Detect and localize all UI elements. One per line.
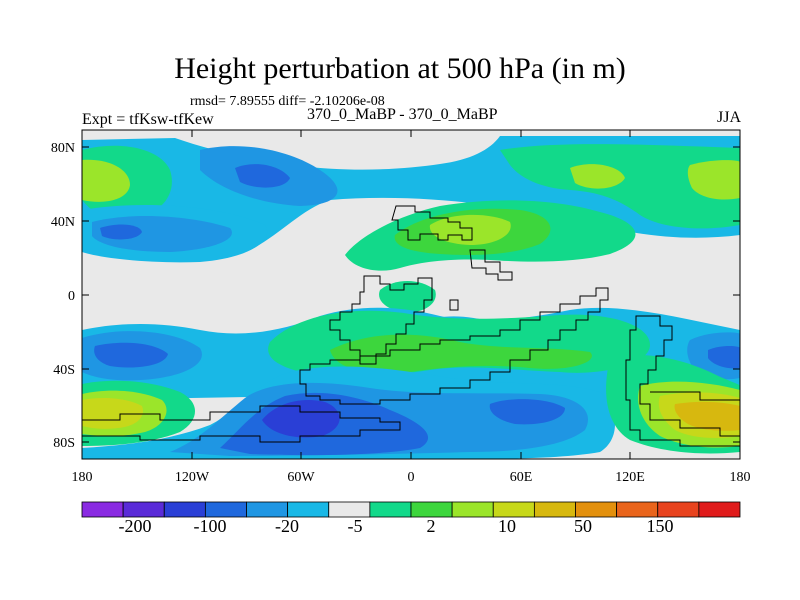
contour-north-yellow-east bbox=[687, 160, 740, 200]
lat-label: 80S bbox=[53, 436, 75, 451]
outline-north-coast bbox=[469, 249, 513, 281]
stats-text: rmsd= 7.89555 diff= -2.10206e-08 bbox=[190, 94, 385, 109]
colorbar-segment bbox=[163, 501, 206, 518]
colorbar-segment bbox=[369, 501, 412, 518]
contour-equatorial-green bbox=[379, 281, 436, 313]
map-title: Height perturbation at 500 hPa (in m) bbox=[174, 52, 626, 85]
colorbar-segment bbox=[246, 501, 289, 518]
lon-label: 120W bbox=[175, 470, 210, 485]
outline-south-polar-west bbox=[82, 405, 401, 443]
colorbar-label: -200 bbox=[119, 516, 152, 536]
colorbar-label: -100 bbox=[194, 516, 227, 536]
colorbar: -200 -100 -20 -5 2 10 50 150 bbox=[81, 501, 741, 536]
colorbar-segment bbox=[657, 501, 700, 518]
contour-40s-west-core bbox=[94, 342, 168, 368]
contour-south-deep-darkblue bbox=[262, 400, 340, 438]
colorbar-segment bbox=[328, 501, 371, 518]
colorbar-segment bbox=[410, 501, 453, 518]
colorbar-segment bbox=[616, 501, 659, 518]
colorbar-segment bbox=[492, 501, 535, 518]
lon-label: 180 bbox=[72, 470, 93, 485]
colorbar-segment bbox=[533, 501, 576, 518]
outline-east-coast bbox=[650, 391, 740, 401]
contour-sw-yellow bbox=[82, 398, 143, 429]
outline-small-island bbox=[449, 299, 459, 311]
colorbar-label: -5 bbox=[348, 516, 363, 536]
colorbar-label: 10 bbox=[498, 516, 516, 536]
colorbar-label: 150 bbox=[647, 516, 674, 536]
outline-north-continent bbox=[391, 205, 473, 241]
colorbar-label: 50 bbox=[574, 516, 592, 536]
contour-field bbox=[82, 130, 740, 459]
colorbar-segment bbox=[81, 501, 124, 518]
contour-40n-west-core bbox=[100, 224, 142, 240]
lat-label: 40N bbox=[51, 215, 75, 230]
colorbar-segment bbox=[575, 501, 618, 518]
contour-40s-east-core bbox=[708, 346, 740, 369]
lat-label: 80N bbox=[51, 141, 75, 156]
lon-label: 60W bbox=[287, 470, 315, 485]
contour-north-yellow-west bbox=[82, 159, 130, 202]
colorbar-segment bbox=[451, 501, 494, 518]
contour-north-blue-core bbox=[235, 164, 290, 188]
lon-label: 60E bbox=[510, 470, 533, 485]
colorbar-segment bbox=[122, 501, 165, 518]
outline-south-polar-east bbox=[625, 315, 740, 447]
contour-se-orange bbox=[674, 401, 740, 431]
contour-north-green-east bbox=[500, 144, 740, 229]
contour-south-deep-blue-east bbox=[489, 399, 565, 425]
period-label: 370_0_MaBP - 370_0_MaBP bbox=[307, 106, 498, 123]
season-label: JJA bbox=[717, 109, 742, 126]
experiment-label: Expt = tfKsw-tfKew bbox=[82, 111, 214, 128]
lon-label: 120E bbox=[615, 470, 645, 485]
contour-north-yellow-mid bbox=[570, 164, 625, 189]
colorbar-label: 2 bbox=[427, 516, 436, 536]
lat-label: 40S bbox=[53, 363, 75, 378]
colorbar-segment bbox=[204, 501, 247, 518]
outline-southern-continent bbox=[299, 287, 609, 405]
colorbar-segment bbox=[698, 501, 741, 518]
latitude-axis: 80N 40N 0 40S 80S bbox=[51, 141, 740, 451]
longitude-axis: 180 120W 60W 0 60E 120E 180 bbox=[72, 130, 751, 485]
lon-label: 180 bbox=[730, 470, 751, 485]
lat-label: 0 bbox=[68, 289, 75, 304]
continent-outlines bbox=[82, 205, 740, 447]
colorbar-segment bbox=[287, 501, 330, 518]
colorbar-label: -20 bbox=[275, 516, 299, 536]
lon-label: 0 bbox=[408, 470, 415, 485]
outline-central-continent bbox=[329, 275, 433, 365]
